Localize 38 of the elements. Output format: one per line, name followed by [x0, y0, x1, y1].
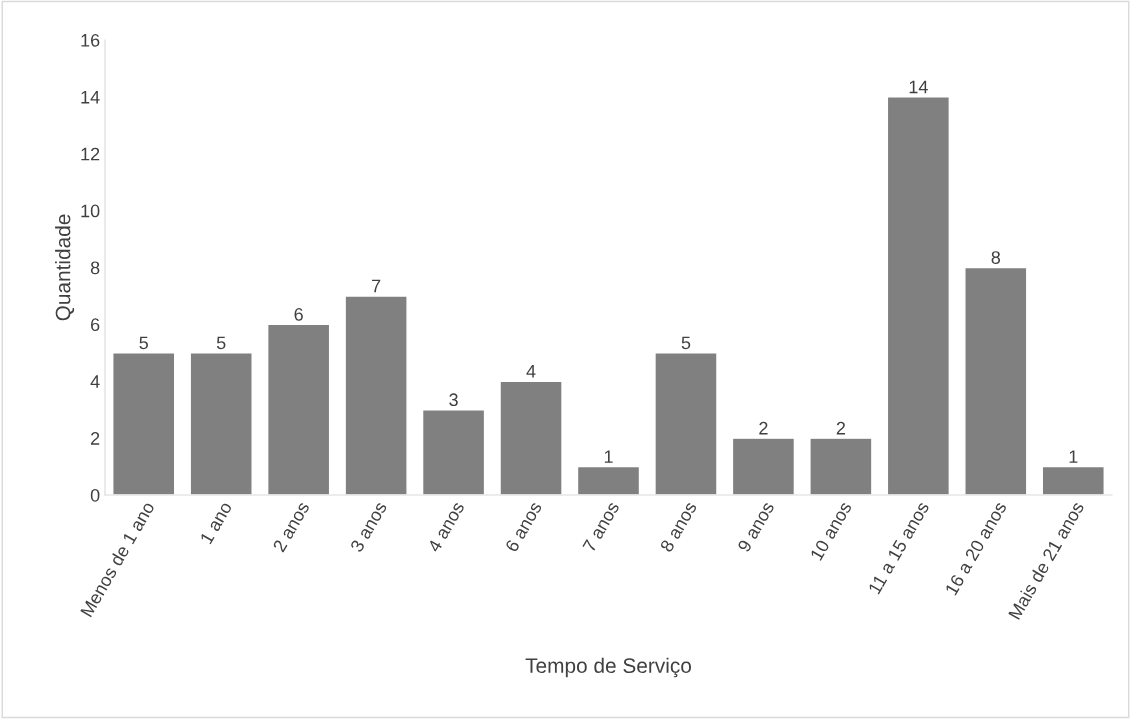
bar — [809, 437, 873, 495]
data-label: 5 — [216, 336, 226, 350]
y-tick-label: 0 — [90, 488, 100, 502]
bar — [421, 408, 486, 495]
y-tick-label: 14 — [81, 91, 100, 104]
bar — [1041, 465, 1105, 495]
data-label: 5 — [681, 336, 691, 350]
data-label: 2 — [836, 421, 845, 435]
bar — [964, 266, 1028, 495]
bar — [499, 380, 563, 495]
y-tick-label: 16 — [81, 33, 100, 47]
data-label: 1 — [1069, 450, 1078, 463]
bar — [731, 437, 796, 495]
bar — [654, 352, 718, 495]
x-axis-title: Tempo de Serviço — [525, 657, 691, 678]
y-tick-label: 10 — [81, 204, 100, 218]
data-label: 3 — [449, 393, 458, 407]
y-tick-label: 4 — [90, 375, 100, 388]
y-tick-label: 12 — [81, 147, 100, 161]
bar — [886, 96, 951, 495]
bar — [344, 295, 408, 495]
x-tick-label: 1 ano — [199, 500, 233, 545]
y-tick-label: 6 — [91, 318, 100, 332]
data-label: 14 — [909, 80, 928, 94]
data-label: 8 — [991, 251, 1001, 264]
data-label: 6 — [294, 308, 303, 321]
bar — [266, 323, 331, 495]
bar — [189, 352, 253, 495]
data-label: 5 — [139, 336, 148, 350]
data-label: 1 — [604, 450, 613, 463]
bar — [576, 465, 641, 495]
y-axis-title: Quantidade — [55, 214, 75, 321]
y-tick-label: 8 — [90, 261, 100, 275]
data-label: 2 — [759, 421, 768, 435]
bar — [112, 352, 176, 495]
y-tick-label: 2 — [91, 432, 100, 445]
data-label: 4 — [526, 365, 536, 378]
data-label: 7 — [372, 279, 381, 293]
